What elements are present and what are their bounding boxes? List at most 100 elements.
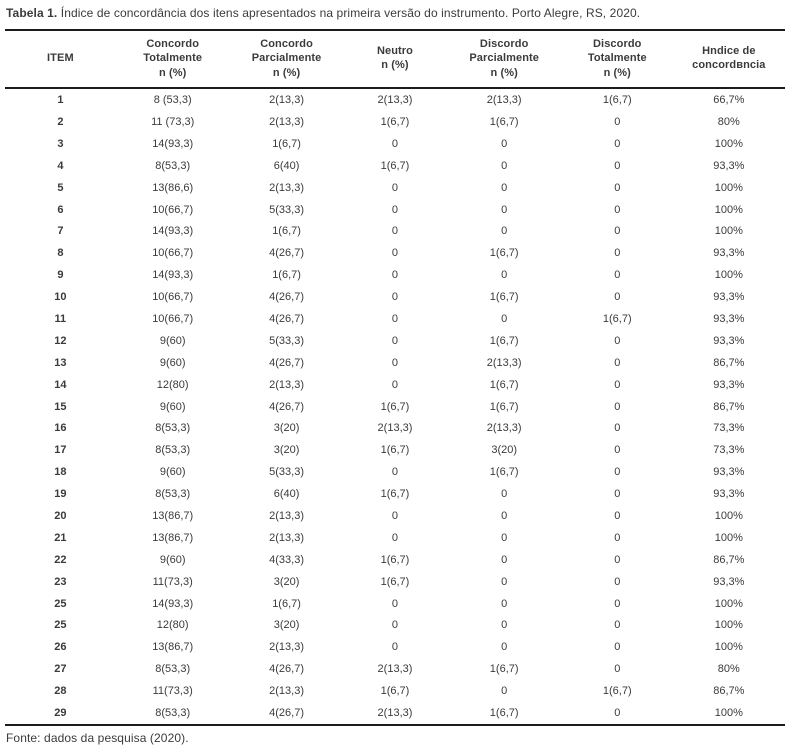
value-cell-concordo-parcialmente: 1(6,7) bbox=[272, 225, 301, 238]
value-cell-indice-de-concordancia: 100% bbox=[714, 707, 743, 720]
table-header: ITEM Concordo Totalmente n (%) Concordo Parci… bbox=[5, 30, 785, 89]
value-cell-discordo-parcialmente: 0 bbox=[501, 619, 508, 632]
value-cell-indice-de-concordancia: 93,3% bbox=[713, 312, 745, 325]
table-row: 26 13(86,7) 2(13,3) 0 0 0 100% bbox=[5, 636, 785, 658]
column-header-line: ITEM bbox=[47, 52, 74, 65]
table-title-text: Índice de concordância dos itens apresen… bbox=[57, 6, 641, 20]
table-row: 19 8(53,3) 6(40) 1(6,7) 0 0 93,3% bbox=[5, 483, 785, 505]
table-body: 1 8 (53,3) 2(13,3) 2(13,3) 2(13,3) 1(6,7) 66,7… bbox=[5, 88, 785, 725]
value-cell-concordo-totalmente: 9(60) bbox=[159, 553, 186, 566]
value-cell-concordo-parcialmente: 2(13,3) bbox=[269, 685, 304, 698]
value-cell-concordo-parcialmente: 2(13,3) bbox=[269, 641, 304, 654]
column-header-line: Totalmente bbox=[587, 52, 647, 65]
table-row: 14 12(80) 2(13,3) 0 1(6,7) 0 93,3% bbox=[5, 374, 785, 396]
value-cell-discordo-parcialmente: 0 bbox=[501, 685, 508, 698]
value-cell-concordo-totalmente: 8(53,3) bbox=[155, 422, 191, 435]
value-cell-discordo-parcialmente: 2(13,3) bbox=[486, 356, 522, 369]
value-cell-indice-de-concordancia: 100% bbox=[714, 137, 743, 150]
value-cell-concordo-totalmente: 9(60) bbox=[159, 400, 186, 413]
column-header-line: concordвncia bbox=[692, 59, 766, 72]
table-row: 15 9(60) 4(26,7) 1(6,7) 1(6,7) 0 86,7% bbox=[5, 396, 785, 418]
value-cell-discordo-parcialmente: 0 bbox=[501, 181, 508, 194]
value-cell-discordo-parcialmente: 0 bbox=[501, 553, 508, 566]
value-cell-discordo-totalmente: 0 bbox=[614, 378, 621, 391]
item-number-cell: 27 bbox=[54, 663, 67, 676]
value-cell-discordo-parcialmente: 0 bbox=[501, 312, 508, 325]
value-cell-neutro: 1(6,7) bbox=[380, 553, 410, 566]
value-cell-concordo-totalmente: 14(93,3) bbox=[152, 597, 194, 610]
table-row: 16 8(53,3) 3(20) 2(13,3) 2(13,3) 0 73,3% bbox=[5, 418, 785, 440]
column-header-line: Concordo bbox=[146, 37, 200, 50]
table-row: 21 13(86,7) 2(13,3) 0 0 0 100% bbox=[5, 527, 785, 549]
value-cell-neutro: 2(13,3) bbox=[377, 422, 413, 435]
column-header-line: Parcialmente bbox=[469, 52, 540, 65]
column-header-line: Neutro bbox=[376, 44, 413, 57]
table-row: 28 11(73,3) 2(13,3) 1(6,7) 0 1(6,7) 86,7% bbox=[5, 680, 785, 702]
value-cell-indice-de-concordancia: 100% bbox=[714, 181, 743, 194]
value-cell-concordo-totalmente: 10(66,7) bbox=[152, 291, 194, 304]
value-cell-concordo-totalmente: 11(73,3) bbox=[152, 575, 193, 588]
value-cell-concordo-parcialmente: 4(26,7) bbox=[269, 356, 304, 369]
value-cell-neutro: 2(13,3) bbox=[377, 663, 413, 676]
value-cell-discordo-parcialmente: 1(6,7) bbox=[489, 663, 519, 676]
value-cell-concordo-parcialmente: 6(40) bbox=[273, 159, 300, 172]
column-header-line: Parcialmente bbox=[251, 52, 322, 65]
value-cell-concordo-totalmente: 10(66,7) bbox=[152, 247, 194, 260]
table-row: 7 14(93,3) 1(6,7) 0 0 0 100% bbox=[5, 220, 785, 242]
value-cell-discordo-parcialmente: 0 bbox=[501, 137, 508, 150]
value-cell-neutro: 1(6,7) bbox=[380, 575, 410, 588]
value-cell-indice-de-concordancia: 93,3% bbox=[713, 575, 745, 588]
value-cell-indice-de-concordancia: 73,3% bbox=[713, 444, 745, 457]
item-number-cell: 25 bbox=[54, 619, 67, 632]
value-cell-neutro: 0 bbox=[391, 225, 399, 238]
item-number-cell: 2 bbox=[57, 115, 64, 128]
value-cell-concordo-parcialmente: 3(20) bbox=[273, 575, 300, 588]
value-cell-concordo-parcialmente: 4(26,7) bbox=[269, 247, 304, 260]
value-cell-neutro: 0 bbox=[391, 510, 399, 522]
table-row: 6 10(66,7) 5(33,3) 0 0 0 100% bbox=[5, 199, 785, 221]
value-cell-neutro: 0 bbox=[391, 203, 399, 216]
value-cell-discordo-parcialmente: 1(6,7) bbox=[489, 334, 519, 347]
item-number-cell: 17 bbox=[54, 444, 67, 457]
value-cell-neutro: 2(13,3) bbox=[377, 707, 413, 720]
item-number-cell: 21 bbox=[54, 531, 67, 544]
value-cell-concordo-parcialmente: 2(13,3) bbox=[269, 510, 304, 522]
value-cell-indice-de-concordancia: 66,7% bbox=[713, 94, 745, 107]
value-cell-indice-de-concordancia: 100% bbox=[714, 531, 743, 544]
column-header-line: n (%) bbox=[381, 59, 409, 72]
value-cell-discordo-totalmente: 0 bbox=[614, 291, 621, 304]
table-row: 13 9(60) 4(26,7) 0 2(13,3) 0 86,7% bbox=[5, 352, 785, 374]
table-row: 9 14(93,3) 1(6,7) 0 0 0 100% bbox=[5, 264, 785, 286]
value-cell-neutro: 0 bbox=[391, 531, 399, 544]
value-cell-discordo-parcialmente: 0 bbox=[501, 597, 508, 610]
value-cell-neutro: 0 bbox=[391, 137, 399, 150]
value-cell-neutro: 1(6,7) bbox=[380, 159, 410, 172]
item-number-cell: 4 bbox=[57, 159, 64, 172]
column-header-concordo-parcialmente: Concordo Parcialmente n (%) bbox=[230, 30, 344, 89]
table-row: 4 8(53,3) 6(40) 1(6,7) 0 0 93,3% bbox=[5, 155, 785, 177]
value-cell-discordo-totalmente: 0 bbox=[614, 597, 621, 610]
table-row: 25 14(93,3) 1(6,7) 0 0 0 100% bbox=[5, 593, 785, 615]
value-cell-concordo-parcialmente: 5(33,3) bbox=[269, 466, 304, 479]
value-cell-neutro: 0 bbox=[391, 378, 399, 391]
value-cell-indice-de-concordancia: 100% bbox=[714, 203, 743, 216]
item-number-cell: 13 bbox=[54, 356, 67, 369]
value-cell-indice-de-concordancia: 93,3% bbox=[713, 378, 745, 391]
value-cell-concordo-totalmente: 8(53,3) bbox=[155, 444, 191, 457]
value-cell-concordo-totalmente: 13(86,7) bbox=[152, 641, 194, 654]
value-cell-discordo-totalmente: 0 bbox=[614, 225, 621, 238]
value-cell-discordo-parcialmente: 1(6,7) bbox=[489, 115, 519, 128]
value-cell-concordo-totalmente: 8(53,3) bbox=[155, 488, 191, 501]
value-cell-discordo-totalmente: 1(6,7) bbox=[602, 685, 632, 698]
value-cell-concordo-totalmente: 8(53,3) bbox=[155, 707, 191, 720]
value-cell-concordo-totalmente: 9(60) bbox=[159, 334, 186, 347]
column-header-line: n (%) bbox=[490, 66, 518, 79]
value-cell-discordo-totalmente: 1(6,7) bbox=[602, 312, 632, 325]
value-cell-discordo-parcialmente: 0 bbox=[501, 488, 508, 501]
value-cell-neutro: 0 bbox=[391, 181, 399, 194]
value-cell-concordo-parcialmente: 2(13,3) bbox=[269, 115, 304, 128]
column-header-line: n (%) bbox=[272, 66, 301, 79]
value-cell-indice-de-concordancia: 100% bbox=[714, 510, 743, 522]
value-cell-discordo-parcialmente: 0 bbox=[501, 575, 508, 588]
value-cell-concordo-totalmente: 13(86,7) bbox=[152, 531, 194, 544]
